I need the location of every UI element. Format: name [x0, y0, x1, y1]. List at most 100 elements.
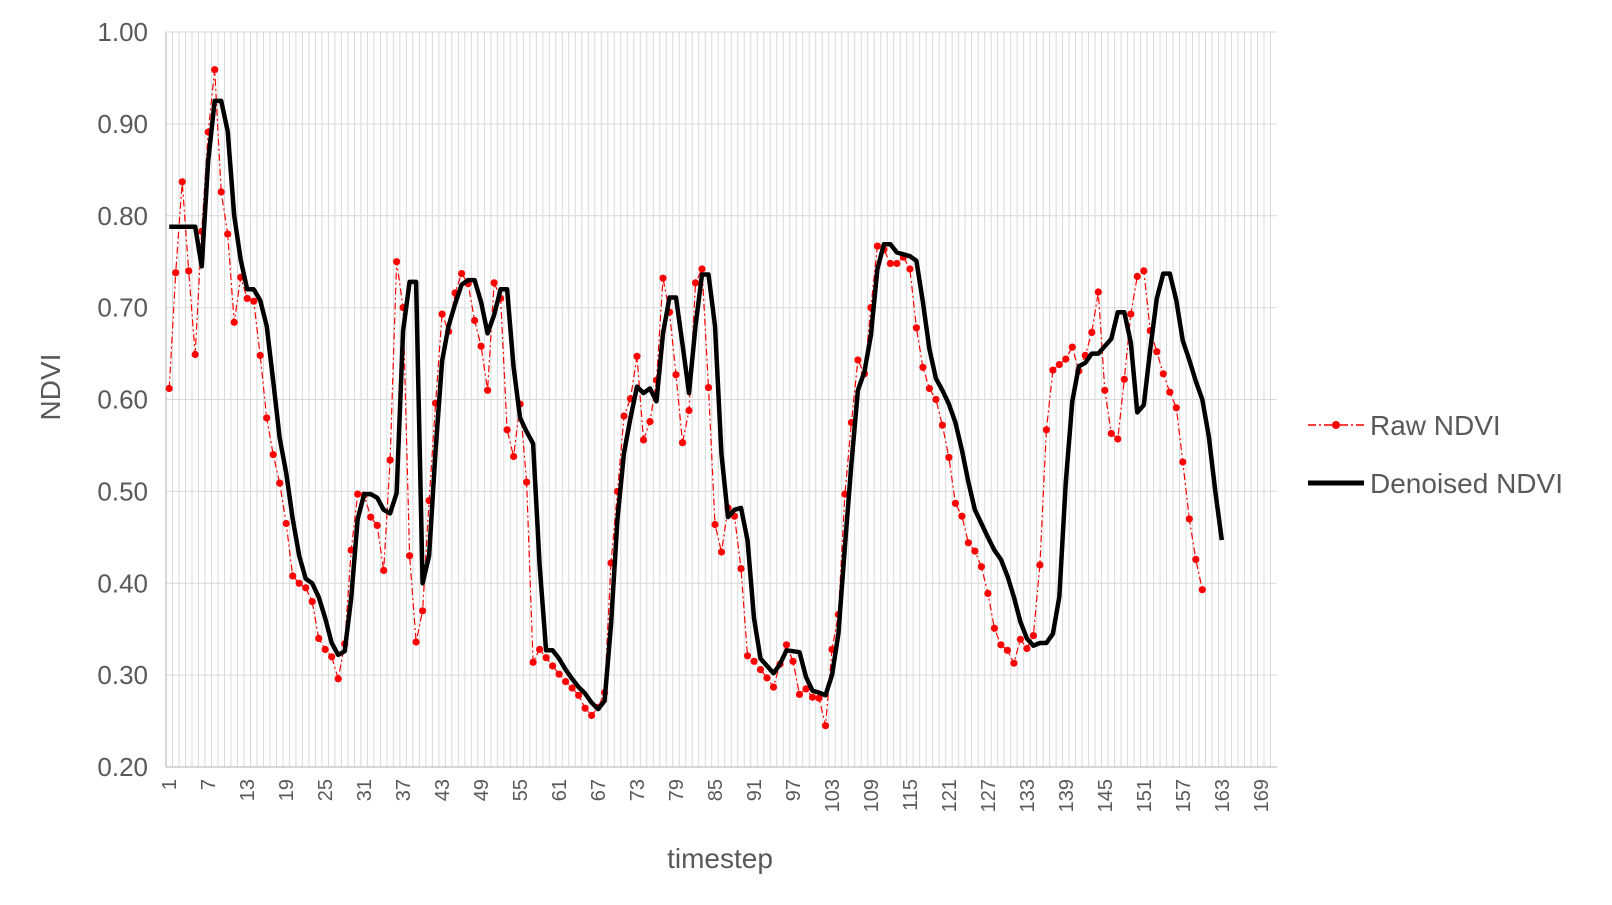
y-tick-label: 0.50: [97, 476, 148, 506]
raw-ndvi-point: [763, 674, 771, 682]
raw-ndvi-point: [191, 350, 199, 359]
raw-ndvi-point: [691, 279, 700, 287]
raw-ndvi-point: [1094, 288, 1102, 296]
x-tick-label: 121: [939, 779, 961, 812]
raw-ndvi-point: [997, 641, 1005, 649]
raw-ndvi-point: [575, 691, 583, 699]
raw-ndvi-point: [1062, 355, 1070, 363]
raw-ndvi-point: [1159, 370, 1167, 378]
raw-ndvi-point: [1127, 310, 1135, 318]
y-tick-label: 0.80: [97, 201, 148, 231]
axes: [165, 32, 1277, 768]
raw-ndvi-point: [1133, 272, 1141, 280]
raw-ndvi-point: [172, 269, 180, 277]
x-tick-label: 49: [471, 779, 493, 801]
raw-ndvi-point: [256, 351, 264, 359]
raw-ndvi-point: [302, 584, 310, 592]
y-tick-label: 0.30: [97, 660, 148, 690]
raw-ndvi-point: [815, 694, 823, 702]
raw-ndvi-point: [620, 412, 628, 420]
raw-ndvi-point: [386, 456, 394, 464]
x-tick-label: 157: [1173, 779, 1195, 812]
raw-ndvi-point: [789, 657, 797, 665]
raw-ndvi-point: [925, 384, 934, 393]
raw-ndvi-point: [536, 645, 544, 654]
raw-ndvi-point: [581, 704, 589, 712]
raw-ndvi-point: [977, 563, 986, 571]
raw-ndvi-point: [795, 690, 804, 699]
raw-ndvi-point: [321, 645, 329, 654]
raw-ndvi-point: [1016, 635, 1024, 643]
raw-ndvi-point: [990, 624, 999, 632]
legend-denoised-label: Denoised NDVI: [1370, 468, 1563, 499]
denoised-ndvi-line: [169, 98, 1225, 712]
x-tick-label: 85: [705, 779, 727, 801]
raw-ndvi-point: [308, 598, 316, 606]
raw-ndvi-point: [269, 451, 277, 459]
legend-entry-raw: Raw NDVI: [1308, 410, 1501, 441]
raw-ndvi-point: [562, 678, 570, 686]
raw-ndvi-point: [484, 386, 492, 394]
raw-ndvi-point: [354, 490, 362, 498]
raw-ndvi-point: [808, 693, 817, 701]
raw-ndvi-point: [276, 479, 284, 487]
x-tick-label: 1: [159, 779, 181, 790]
raw-ndvi-point: [1114, 435, 1122, 443]
raw-ndvi-point: [893, 259, 901, 268]
x-axis-title: timestep: [667, 843, 773, 874]
raw-ndvi-point: [945, 453, 953, 461]
raw-ndvi-point: [964, 539, 973, 547]
raw-ndvi-point: [971, 547, 979, 555]
raw-ndvi-point: [938, 421, 947, 429]
raw-ndvi-point: [250, 297, 258, 305]
raw-ndvi-point: [1120, 375, 1128, 383]
raw-ndvi-point: [328, 653, 336, 661]
raw-ndvi-point: [1042, 426, 1050, 434]
x-tick-label: 73: [627, 779, 649, 801]
raw-ndvi-point: [698, 265, 706, 273]
raw-ndvi-point: [1049, 366, 1057, 374]
raw-ndvi-point: [1198, 586, 1206, 594]
x-tick-label: 25: [315, 779, 337, 801]
raw-ndvi-point: [295, 579, 303, 587]
raw-ndvi-point: [1166, 388, 1174, 396]
legend-entry-denoised: Denoised NDVI: [1308, 468, 1563, 499]
raw-ndvi-point: [1068, 343, 1076, 351]
raw-ndvi-point: [958, 512, 966, 520]
x-tick-label: 133: [1017, 779, 1039, 812]
raw-ndvi-point: [1023, 644, 1031, 653]
x-tick-label: 37: [393, 779, 415, 801]
y-tick-labels: 0.20 0.30 0.40 0.50 0.60 0.70 0.80 0.90 1.00: [97, 17, 148, 782]
raw-ndvi-point: [711, 520, 719, 529]
legend: Raw NDVI Denoised NDVI: [1308, 410, 1563, 499]
raw-ndvi-point: [873, 242, 882, 250]
x-tick-label: 139: [1056, 779, 1078, 812]
x-tick-label: 67: [588, 779, 610, 801]
raw-ndvi-point: [1107, 429, 1115, 438]
raw-ndvi-point: [217, 188, 225, 196]
raw-ndvi-point: [802, 685, 810, 693]
raw-ndvi-point: [1055, 361, 1063, 369]
raw-ndvi-point: [750, 657, 758, 665]
legend-raw-label: Raw NDVI: [1370, 410, 1501, 441]
raw-ndvi-point: [185, 267, 193, 275]
raw-ndvi-point: [380, 566, 388, 575]
raw-ndvi-point: [1192, 555, 1200, 564]
raw-ndvi-point: [282, 519, 290, 528]
x-tick-label: 91: [744, 779, 766, 801]
raw-ndvi-point: [756, 666, 765, 674]
y-tick-label: 1.00: [97, 17, 148, 47]
raw-ndvi-point: [1140, 267, 1148, 275]
raw-ndvi-point: [549, 662, 557, 670]
raw-ndvi-point: [743, 652, 752, 660]
raw-ndvi-point: [367, 513, 375, 521]
x-tick-label: 31: [354, 779, 376, 801]
y-tick-label: 0.40: [97, 568, 148, 598]
x-tick-label: 13: [237, 779, 259, 801]
y-tick-label: 0.60: [97, 385, 148, 415]
raw-ndvi-point: [782, 641, 791, 649]
raw-ndvi-point: [951, 499, 960, 507]
raw-ndvi-point: [243, 294, 251, 302]
raw-ndvi-point: [224, 230, 232, 238]
